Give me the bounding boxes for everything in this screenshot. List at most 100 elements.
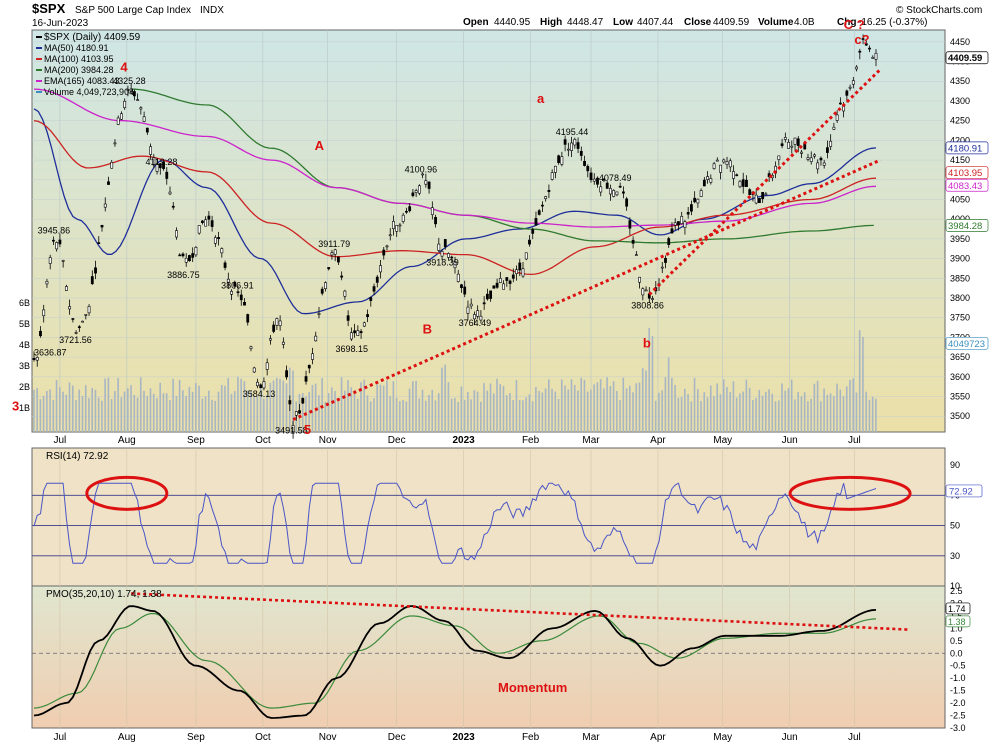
price-bar-body: [719, 164, 722, 173]
price-tick-label: 4250: [950, 116, 970, 126]
volume-bar: [91, 387, 93, 432]
price-pivot-label: 3945.86: [38, 226, 71, 236]
price-bar-body: [566, 148, 570, 151]
x-tick-label: Sep: [187, 732, 205, 743]
price-bar-body: [447, 253, 450, 258]
price-bar-body: [411, 192, 415, 196]
price-bar-body: [735, 174, 739, 177]
x-tick-label: 2023: [453, 435, 476, 446]
price-tick-label: 3950: [950, 234, 970, 244]
volume-bar: [586, 391, 589, 432]
price-bar-body: [557, 155, 561, 163]
price-bar-body: [55, 242, 59, 250]
volume-bar: [55, 380, 58, 432]
volume-bar: [347, 380, 349, 432]
x-tick-label: Apr: [650, 435, 666, 446]
volume-bar: [240, 378, 242, 432]
price-bar-body: [871, 57, 875, 59]
volume-bar: [266, 395, 268, 432]
volume-bar: [829, 393, 832, 432]
volume-bar: [525, 397, 527, 432]
price-tick-label: 4200: [950, 135, 970, 145]
price-bar-body: [285, 370, 289, 378]
price-tick-label: 3550: [950, 392, 970, 402]
volume-bar: [803, 392, 806, 432]
volume-bar: [651, 335, 654, 432]
volume-bar: [599, 379, 602, 432]
price-bar-body: [320, 288, 324, 294]
highlight-ellipse: [85, 475, 169, 511]
volume-bar: [376, 384, 378, 432]
volume-bar: [447, 382, 450, 432]
wave-label: a: [537, 91, 545, 106]
price-bar-body: [398, 224, 402, 227]
price-bar-body: [677, 221, 680, 226]
volume-bar: [369, 401, 372, 432]
volume-bar: [444, 364, 446, 432]
volume-bar: [842, 396, 845, 432]
volume-bar: [781, 383, 783, 432]
price-tick-label: 3600: [950, 372, 970, 382]
price-bar-body: [294, 411, 298, 416]
volume-bar: [739, 393, 741, 432]
price-bar-body: [754, 194, 758, 204]
volume-bar: [486, 390, 489, 432]
price-bar-body: [783, 137, 787, 140]
price-bar-body: [327, 267, 331, 270]
x-tick-label: Dec: [388, 435, 406, 446]
index-name: S&P 500 Large Cap Index: [75, 5, 191, 16]
pmo-value-label: 1.74: [948, 604, 966, 614]
price-bar-body: [777, 155, 781, 160]
price-bar-body: [434, 216, 437, 225]
price-pivot-label: 3886.75: [167, 270, 200, 280]
price-bar-body: [826, 147, 829, 153]
volume-bar: [852, 378, 855, 432]
price-tick-label: 3900: [950, 254, 970, 264]
pmo-tick-label: 2.5: [950, 586, 963, 596]
volume-bar: [729, 392, 731, 432]
volume-bar: [424, 400, 427, 432]
price-bar-body: [573, 139, 577, 146]
pmo-value-label: 1.38: [948, 617, 966, 627]
price-bar-body: [45, 280, 49, 285]
volume-bar: [201, 398, 204, 432]
price-bar-body: [498, 278, 502, 283]
volume-bar: [577, 390, 579, 432]
price-bar-body: [307, 364, 311, 369]
x-tick-label: May: [713, 435, 732, 446]
price-bar-body: [103, 203, 107, 208]
volume-axis: 6B 5B 4B 3B 2B 1B: [19, 298, 30, 413]
volume-bar: [492, 393, 495, 432]
x-tick-label: Nov: [319, 732, 337, 743]
price-bar-body: [473, 314, 476, 320]
price-bar-body: [77, 326, 81, 329]
volume-bar: [130, 385, 132, 432]
volume-bar: [389, 396, 391, 432]
volume-bar: [641, 368, 644, 432]
volume-bar: [467, 391, 469, 432]
volume-bar: [551, 388, 553, 432]
volume-bar: [512, 400, 514, 432]
volume-bar: [865, 391, 867, 432]
price-bar-body: [822, 162, 826, 166]
price-bar-body: [94, 267, 97, 274]
price-pivot-label: 3808.86: [631, 301, 664, 311]
price-bar-body: [583, 160, 586, 166]
price-bar-body: [712, 163, 716, 169]
price-bar-body: [696, 198, 700, 204]
volume-bar: [156, 398, 158, 432]
volume-bar: [230, 393, 233, 432]
price-bar-body: [249, 346, 253, 349]
price-tick-label: 4150: [950, 155, 970, 165]
volume-bar: [499, 384, 502, 432]
wave-label: B: [423, 321, 432, 336]
volume-bar: [253, 395, 255, 432]
volume-bar: [149, 388, 152, 432]
price-bar-body: [550, 172, 554, 180]
volume-bar: [431, 389, 434, 432]
volume-bar: [353, 390, 356, 432]
x-tick-label: May: [713, 732, 732, 743]
volume-bar: [343, 390, 346, 432]
volume-bar: [195, 383, 197, 432]
legend-entry: Volume 4,049,723,904: [44, 87, 134, 97]
